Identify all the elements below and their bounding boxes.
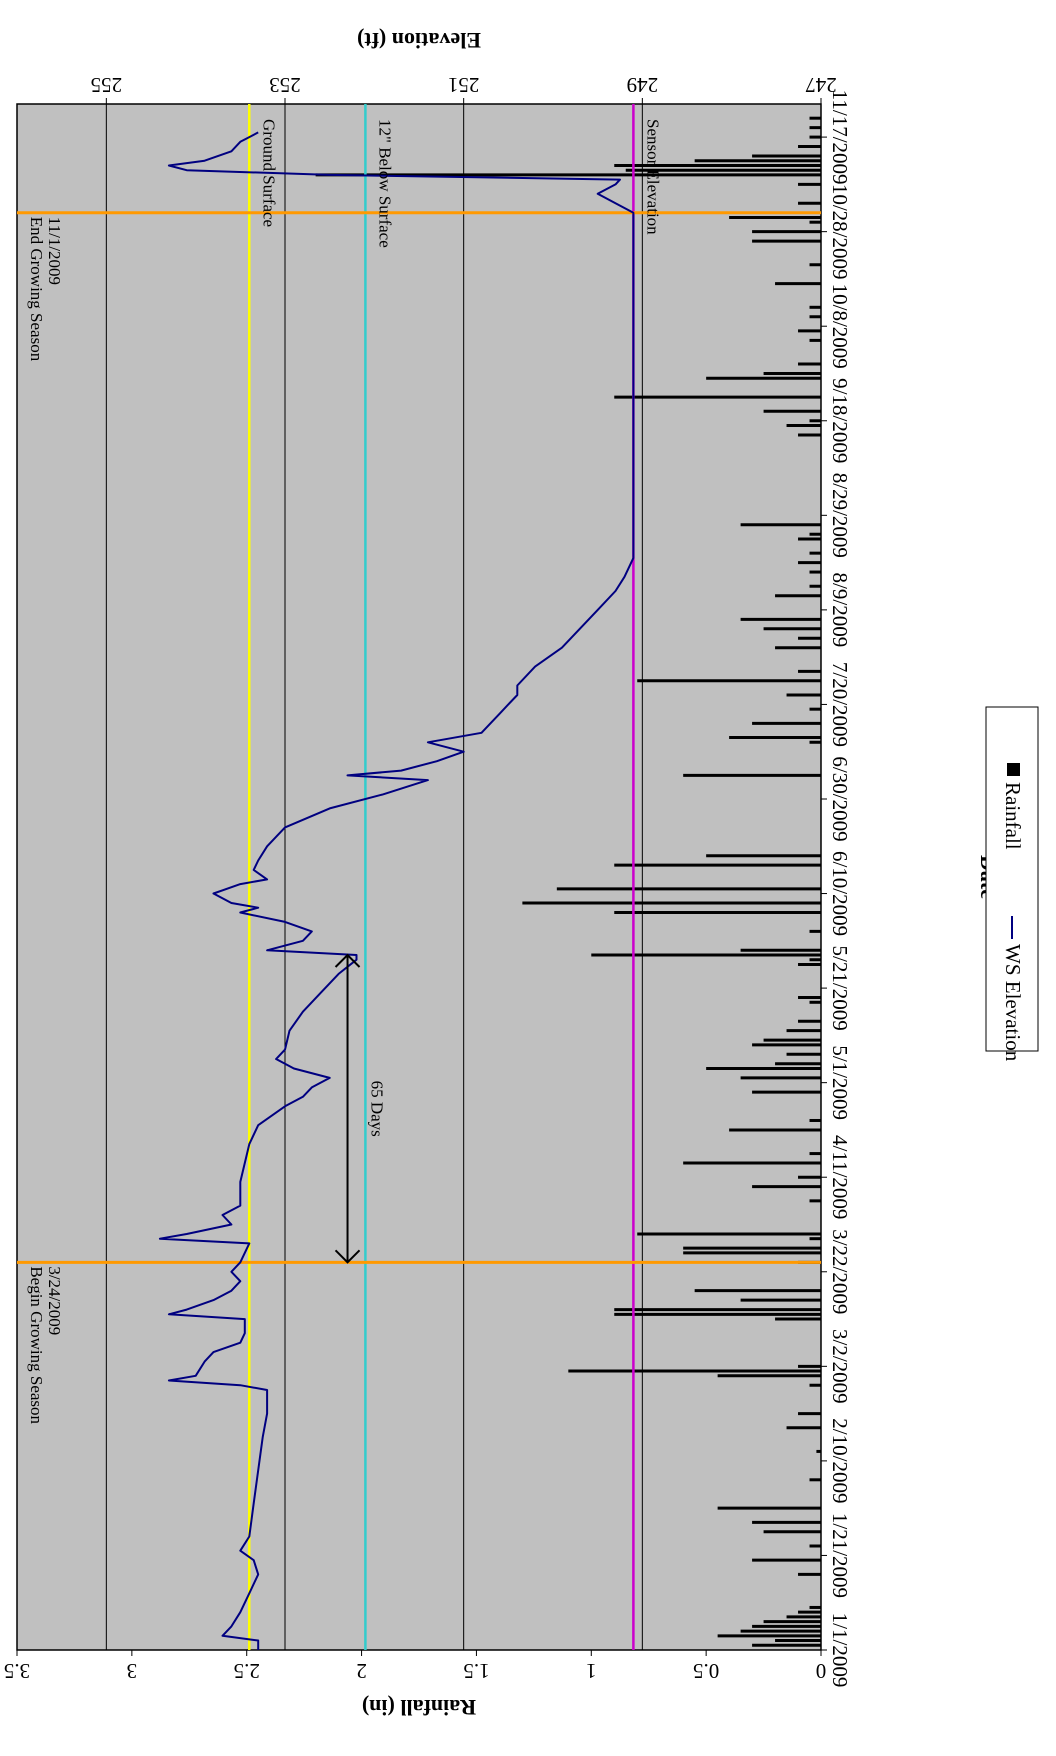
elevation-tick-label-1: 249 — [627, 73, 659, 97]
x-tick-label-2: 2/10/2009 — [828, 1418, 852, 1503]
rainfall-tick-label-2: 1 — [586, 1659, 597, 1683]
legend-rainfall-swatch — [1007, 763, 1020, 776]
x-tick-label-5: 4/11/2009 — [828, 1135, 852, 1219]
elevation-axis-title: Elevation (ft) — [357, 28, 481, 53]
days-annotation-text: 65 Days — [368, 1081, 387, 1137]
x-tick-label-1: 1/21/2009 — [828, 1513, 852, 1598]
ref-label-2: Sensor Elevation — [643, 119, 662, 235]
x-tick-label-3: 3/2/2009 — [828, 1329, 852, 1404]
rainfall-tick-label-0: 0 — [816, 1659, 827, 1683]
x-tick-label-16: 11/17/2009 — [828, 90, 852, 185]
days-arrow-head-end — [334, 953, 361, 968]
x-tick-label-7: 5/21/2009 — [828, 946, 852, 1031]
season-label-date-0: 3/24/2009 — [45, 1266, 64, 1335]
x-tick-label-0: 1/1/2009 — [828, 1613, 852, 1688]
rainfall-axis-title: Rainfall (in) — [362, 1695, 476, 1720]
legend: Rainfall WS Elevation — [985, 706, 1039, 1062]
rainfall-tick-label-3: 1.5 — [463, 1659, 489, 1683]
ws-elevation-line — [158, 131, 635, 1650]
rainfall-tick-label-7: 3.5 — [4, 1659, 30, 1683]
season-labels: Begin Growing Season 3/24/2009 End Growing… — [27, 217, 64, 1425]
rainfall-tick-label-4: 2 — [356, 1659, 367, 1683]
reference-labels: Ground Surface 12" Below Surface Sensor El… — [259, 119, 662, 248]
season-label-title-0: Begin Growing Season — [27, 1266, 46, 1424]
elevation-tick-label-2: 251 — [448, 73, 480, 97]
grid-lines — [105, 104, 643, 1650]
ref-label-1: 12" Below Surface — [375, 119, 394, 248]
elevation-tick-label-3: 253 — [269, 73, 301, 97]
season-label-title-1: End Growing Season — [27, 217, 46, 362]
elevation-tick-label-4: 255 — [91, 73, 123, 97]
x-tick-label-9: 6/30/2009 — [828, 756, 852, 841]
season-lines — [17, 211, 821, 1264]
plot-area: 65 Days Ground Surface 12" Below Surface S… — [16, 103, 822, 1651]
legend-rainfall-label: Rainfall — [1001, 782, 1025, 850]
x-tick-label-15: 10/28/2009 — [828, 184, 852, 280]
rainfall-bars — [315, 116, 821, 1647]
x-tick-label-8: 6/10/2009 — [828, 851, 852, 936]
season-label-date-1: 11/1/2009 — [45, 217, 64, 285]
ref-label-0: Ground Surface — [259, 119, 278, 227]
plot-background — [16, 103, 822, 1651]
elevation-tick-label-0: 247 — [805, 73, 837, 97]
x-tick-label-11: 8/9/2009 — [828, 573, 852, 648]
rainfall-axis-ticks: 0 0.5 1 1.5 2 2.5 3 3.5 — [4, 1650, 826, 1683]
rainfall-tick-label-6: 3 — [127, 1659, 138, 1683]
rainfall-tick-label-5: 2.5 — [234, 1659, 260, 1683]
x-tick-label-10: 7/20/2009 — [828, 662, 852, 747]
x-tick-label-14: 10/8/2009 — [828, 284, 852, 369]
x-tick-label-13: 9/18/2009 — [828, 378, 852, 463]
legend-ws-label: WS Elevation — [1001, 944, 1025, 1062]
x-tick-label-4: 3/22/2009 — [828, 1229, 852, 1314]
days-annotation: 65 Days — [334, 953, 387, 1264]
days-arrow-head-start — [334, 1249, 361, 1264]
x-tick-label-6: 5/1/2009 — [828, 1045, 852, 1120]
x-tick-label-12: 8/29/2009 — [828, 473, 852, 558]
rainfall-tick-label-1: 0.5 — [693, 1659, 719, 1683]
elevation-axis-ticks: 247 249 251 253 255 — [91, 73, 837, 104]
x-axis-ticks: 1/1/2009 1/21/2009 2/10/2009 3/2/2009 3/22/2… — [821, 90, 852, 1688]
ws-elevation-series — [158, 131, 635, 1650]
